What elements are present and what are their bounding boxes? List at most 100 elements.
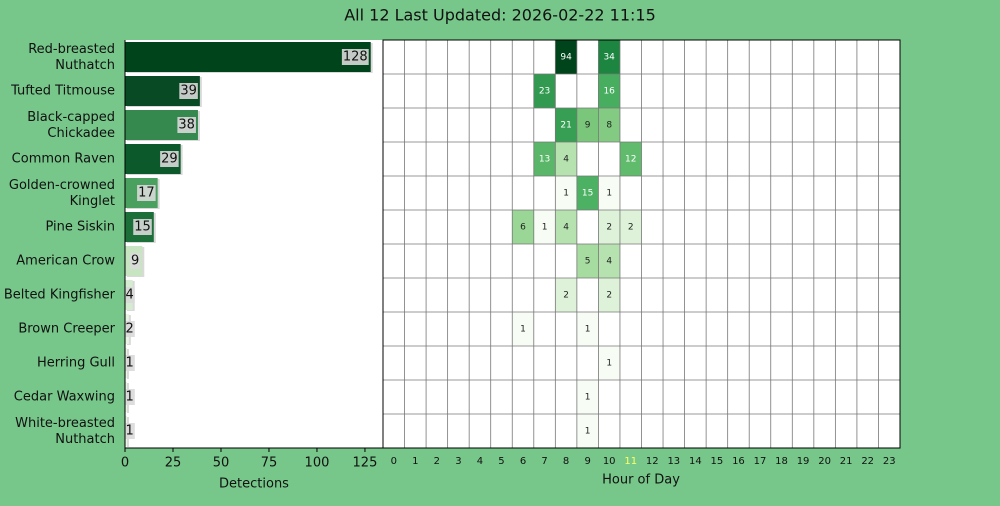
cell-label: 1 <box>585 325 591 335</box>
value-label: 1 <box>126 356 134 371</box>
heatmap-cell <box>576 414 599 448</box>
heatmap-cell <box>512 312 534 346</box>
cell-label: 5 <box>585 257 591 267</box>
x-tick-label: 100 <box>305 456 330 471</box>
cell-label: 1 <box>606 189 612 199</box>
category-label: White-breasted Nuthatch <box>15 416 115 447</box>
x-tick-label: 13 <box>667 456 680 467</box>
x-tick-label: 25 <box>165 456 182 471</box>
cell-label: 1 <box>520 325 526 335</box>
value-label: 128 <box>343 50 368 65</box>
heatmap-cell <box>619 142 642 176</box>
cell-label: 1 <box>606 359 612 369</box>
value-label-box <box>124 287 135 303</box>
x-tick-label: 7 <box>541 456 547 467</box>
heatmap-cell <box>619 210 642 244</box>
value-label-box <box>160 151 179 167</box>
cell-label: 1 <box>585 427 591 437</box>
heatmap-cell <box>576 176 599 210</box>
heatmap-cell <box>598 278 620 312</box>
x-tick-label: 2 <box>434 456 440 467</box>
cell-label: 6 <box>520 223 526 233</box>
x-tick-label: 22 <box>861 456 874 467</box>
x-axis-label: Detections <box>219 477 289 492</box>
heatmap-cell <box>598 210 620 244</box>
value-label: 4 <box>126 288 134 303</box>
x-tick-label: 23 <box>883 456 896 467</box>
cell-label: 2 <box>606 223 612 233</box>
x-tick-label: 0 <box>121 456 129 471</box>
value-label: 2 <box>126 322 134 337</box>
cell-label: 8 <box>606 121 612 131</box>
heatmap-cell <box>555 278 577 312</box>
category-label: Golden-crowned Kinglet <box>9 178 115 209</box>
heatmap-cell <box>598 176 620 210</box>
cell-label: 34 <box>603 53 615 63</box>
cell-label: 94 <box>560 53 572 63</box>
heatmap-cell <box>555 40 577 74</box>
heatmap-cell <box>555 210 577 244</box>
cell-label: 1 <box>542 223 548 233</box>
category-label: Herring Gull <box>37 356 115 371</box>
plot-frame <box>382 39 901 449</box>
value-label-box <box>341 49 369 65</box>
x-tick-label: 17 <box>754 456 767 467</box>
x-tick-label: 18 <box>775 456 788 467</box>
heatmap-cell <box>533 210 556 244</box>
value-label-box <box>124 423 135 439</box>
x-tick-label: 5 <box>498 456 504 467</box>
x-tick-label: 6 <box>520 456 526 467</box>
cell-label: 1 <box>585 393 591 403</box>
value-label: 15 <box>134 220 151 235</box>
heatmap-cell <box>576 380 599 414</box>
category-label: Red-breasted Nuthatch <box>28 42 115 73</box>
cell-label: 9 <box>585 121 591 131</box>
category-label: Pine Siskin <box>45 220 115 235</box>
heatmap-cell <box>533 142 556 176</box>
cell-label: 2 <box>606 291 612 301</box>
cell-label: 4 <box>563 155 569 165</box>
value-label: 9 <box>131 254 139 269</box>
heatmap-cell <box>555 142 577 176</box>
value-label: 17 <box>138 186 155 201</box>
x-tick-label: 1 <box>412 456 418 467</box>
heatmap-cell <box>512 210 534 244</box>
bar <box>125 42 371 72</box>
value-label: 38 <box>178 118 195 133</box>
value-label: 1 <box>126 390 134 405</box>
x-tick-label: 15 <box>711 456 724 467</box>
value-label: 39 <box>180 84 197 99</box>
cell-label: 2 <box>563 291 569 301</box>
cell-label: 21 <box>560 121 571 131</box>
x-tick-label: 14 <box>689 456 702 467</box>
x-axis-label: Hour of Day <box>602 473 680 488</box>
category-label: Cedar Waxwing <box>14 390 115 405</box>
value-label: 29 <box>161 152 178 167</box>
heatmap-cell <box>555 108 577 142</box>
cell-label: 12 <box>625 155 636 165</box>
category-label: Black-capped Chickadee <box>27 110 115 141</box>
cell-label: 13 <box>539 155 550 165</box>
cell-label: 15 <box>582 189 593 199</box>
category-label: American Crow <box>16 254 115 269</box>
bar-plot-area <box>125 40 383 448</box>
cell-label: 4 <box>563 223 569 233</box>
heatmap-cell <box>555 176 577 210</box>
category-label: Common Raven <box>12 152 115 167</box>
cell-label: 2 <box>628 223 634 233</box>
x-tick-label: 20 <box>818 456 831 467</box>
x-tick-label: 3 <box>455 456 461 467</box>
x-tick-label: 21 <box>840 456 853 467</box>
x-tick-label: 12 <box>646 456 659 467</box>
x-tick-label: 125 <box>353 456 378 471</box>
value-label: 1 <box>126 424 134 439</box>
value-label-box <box>133 219 152 235</box>
heatmap-cell <box>576 108 599 142</box>
value-label-box <box>129 253 141 269</box>
chart-title: All 12 Last Updated: 2026-02-22 11:15 <box>344 6 656 25</box>
heatmap-cell <box>598 40 620 74</box>
x-tick-label: 75 <box>261 456 278 471</box>
cell-label: 23 <box>539 87 550 97</box>
heatmap-cell <box>598 346 620 380</box>
